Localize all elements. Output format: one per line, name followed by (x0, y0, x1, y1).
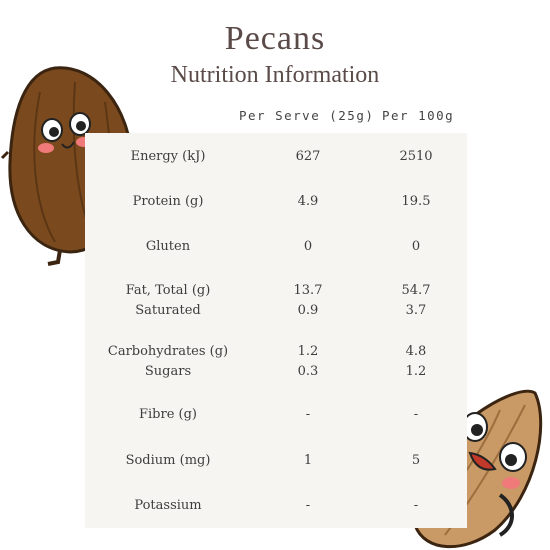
per-100g-value: 4.8 (405, 344, 427, 359)
per-100g-value: - (413, 407, 419, 422)
page-subtitle: Nutrition Information (170, 62, 380, 88)
row-label: Protein (g) (132, 194, 204, 209)
per-100g-value: 3.7 (405, 303, 427, 318)
per-serve-value: 0 (303, 239, 313, 254)
per-serve-value: 4.9 (297, 194, 319, 209)
per-serve-value: 627 (295, 149, 321, 164)
per-100g-value: 2510 (399, 149, 433, 164)
per-serve-value: - (305, 498, 311, 513)
per-serve-value: 1 (303, 453, 313, 468)
per-100g-value: 0 (411, 239, 421, 254)
row-label: Potassium (134, 498, 202, 513)
page-title: Pecans (224, 20, 326, 57)
per-serve-value: 1.2 (297, 344, 319, 359)
row-label: Carbohydrates (g) (107, 344, 229, 359)
row-label: Saturated (135, 303, 201, 318)
per-100g-value: - (413, 498, 419, 513)
per-100g-value: 54.7 (401, 283, 431, 298)
row-label: Sodium (mg) (125, 453, 211, 468)
per-100g-value: 1.2 (405, 364, 427, 379)
per-serve-value: 0.3 (297, 364, 319, 379)
row-label: Sugars (144, 364, 192, 379)
column-header-per-100g: Per 100g (382, 108, 455, 123)
row-label: Energy (kJ) (130, 149, 206, 164)
per-serve-value: 0.9 (297, 303, 319, 318)
row-label: Fat, Total (g) (125, 283, 211, 298)
per-serve-value: - (305, 407, 311, 422)
per-serve-value: 13.7 (293, 283, 323, 298)
per-100g-value: 19.5 (401, 194, 431, 209)
row-label: Fibre (g) (138, 407, 197, 422)
nutrition-table: Energy (kJ) 627 2510 Protein (g) 4.9 19.… (85, 133, 467, 528)
column-header-per-serve: Per Serve (25g) (239, 108, 375, 123)
row-label: Gluten (145, 239, 191, 254)
per-100g-value: 5 (411, 453, 421, 468)
